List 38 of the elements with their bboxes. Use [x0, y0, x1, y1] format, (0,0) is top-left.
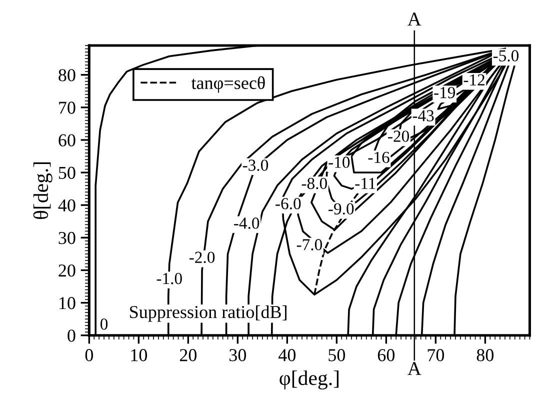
x-tick-label: 40 — [278, 349, 296, 362]
y-tick-label: 40 — [58, 199, 76, 212]
y-axis-title: θ[deg.] — [33, 162, 52, 220]
annotation: 0 — [100, 318, 108, 330]
text: A — [408, 12, 422, 26]
annotation: -4.0 — [234, 218, 260, 229]
y-tick-label: 0 — [68, 330, 76, 342]
annotation: -6.0 — [276, 198, 301, 210]
annotation: -2.0 — [189, 252, 215, 264]
annotation: -1.0 — [156, 272, 182, 284]
y-tick-label: 60 — [58, 134, 76, 146]
legend-label: tanφ=secθ — [191, 76, 265, 93]
y-tick-label: 20 — [58, 264, 76, 277]
annotation: -11 — [355, 178, 376, 189]
annotation: -19 — [434, 87, 456, 98]
annotation: -12 — [464, 74, 484, 86]
x-tick-label: 80 — [476, 349, 494, 362]
annotation: -16 — [368, 152, 390, 164]
x-axis-title: φ[deg.] — [280, 370, 338, 390]
annotation: -43 — [412, 110, 434, 122]
x-tick-label: 0 — [85, 349, 94, 362]
y-tick-label: 70 — [59, 102, 76, 114]
y-tick-label: 80 — [58, 69, 76, 82]
annotation: -10 — [328, 156, 350, 168]
y-tick-label: 30 — [58, 232, 76, 244]
y-tick-label: 50 — [58, 166, 76, 179]
x-tick-label: 50 — [328, 349, 346, 362]
y-tick-label: 10 — [60, 297, 76, 310]
annotation: -7.0 — [296, 239, 322, 250]
x-tick-label: 60 — [378, 349, 395, 362]
ref-line-label: A — [408, 362, 422, 375]
x-tick-label: 10 — [131, 349, 148, 362]
x-tick-label: 70 — [428, 349, 444, 362]
x-tick-label: 20 — [180, 349, 197, 362]
annotation: -8.0 — [302, 178, 327, 190]
x-tick-label: 30 — [230, 349, 246, 362]
annotation: -20 — [388, 130, 410, 142]
annotation: Suppression ratio[dB] — [130, 305, 286, 322]
